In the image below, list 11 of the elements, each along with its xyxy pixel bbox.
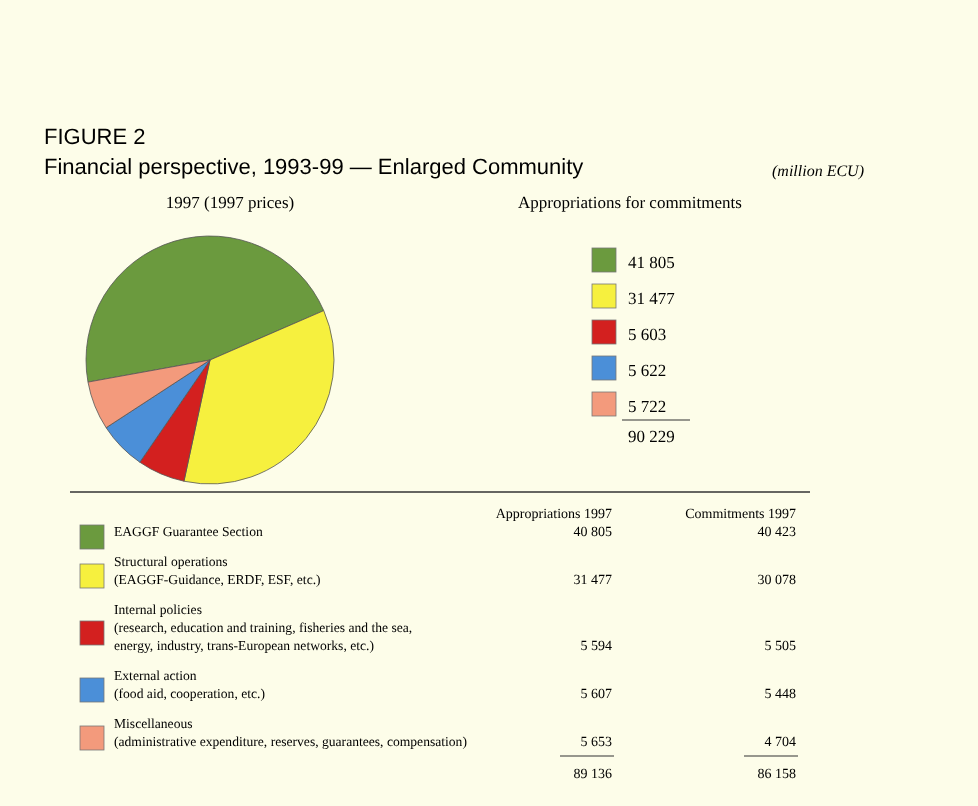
legend-label: 41 805 bbox=[628, 252, 675, 272]
legend-title: Appropriations for commitments bbox=[518, 192, 742, 212]
legend-label: 5 603 bbox=[628, 324, 667, 344]
legend-label: 31 477 bbox=[628, 288, 675, 308]
text: (million ECU) bbox=[772, 162, 865, 180]
text: 90 229 bbox=[628, 426, 675, 446]
text: 1997 (1997 prices) bbox=[165, 192, 295, 212]
legend-label: 5 722 bbox=[628, 396, 667, 416]
chart-title: FIGURE 2 bbox=[44, 126, 146, 150]
chart-subtitle: Financial perspective, 1993-99 — Enlarged Community bbox=[44, 156, 585, 180]
legend-label: 5 622 bbox=[628, 360, 667, 380]
